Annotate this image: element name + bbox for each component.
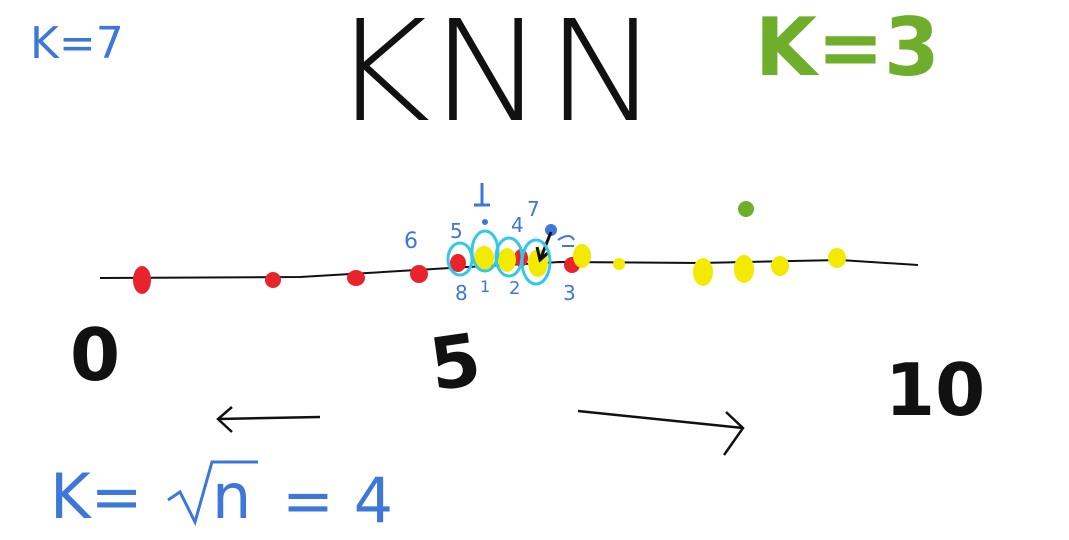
neighbor-label-4: 4 — [511, 213, 524, 237]
blue-tick-mark — [474, 183, 490, 207]
k-formula-n: n — [212, 460, 251, 533]
neighbor-label-3: 3 — [563, 281, 576, 305]
right-arrow — [577, 409, 745, 456]
k-formula-result: = 4 — [282, 464, 393, 537]
yellow-point — [828, 248, 846, 268]
yellow-point — [498, 248, 516, 272]
k-formula-prefix: K= — [50, 460, 143, 533]
axis-label-0: 0 — [70, 313, 120, 397]
red-point — [133, 266, 151, 294]
neighbor-label-5: 5 — [450, 219, 463, 243]
neighbor-label-6: 6 — [404, 229, 418, 254]
neighbor-label-2: 2 — [509, 278, 520, 299]
neighbor-label-1: 1 — [480, 277, 490, 296]
neighbor-circle — [520, 238, 552, 286]
axis-label-10: 10 — [885, 348, 985, 432]
left-arrow — [216, 406, 321, 433]
yellow-point — [693, 258, 713, 286]
yellow-point — [474, 246, 494, 270]
yellow-point — [771, 256, 789, 276]
axis-label-5: 5 — [425, 317, 486, 407]
page-title: KNN — [330, 0, 660, 154]
blue-scribble — [557, 235, 575, 247]
green-query-point — [738, 201, 754, 217]
yellow-point — [573, 244, 591, 268]
red-point — [450, 254, 466, 272]
nearest-neighbor-circles — [446, 229, 552, 286]
blue-query-point — [545, 224, 557, 236]
yellow-point — [613, 258, 625, 270]
red-point — [410, 265, 428, 283]
neighbor-label-7: 7 — [527, 197, 540, 221]
yellow-point — [734, 255, 754, 283]
k-equals-7-note: K=7 — [30, 18, 124, 69]
neighbor-label-8: 8 — [455, 281, 468, 305]
square-root-icon — [167, 460, 258, 527]
red-point — [347, 270, 365, 286]
yellow-points — [474, 244, 846, 286]
k-equals-3-note: K=3 — [755, 1, 940, 94]
blue-dot-small — [482, 219, 488, 225]
red-point — [265, 272, 281, 288]
